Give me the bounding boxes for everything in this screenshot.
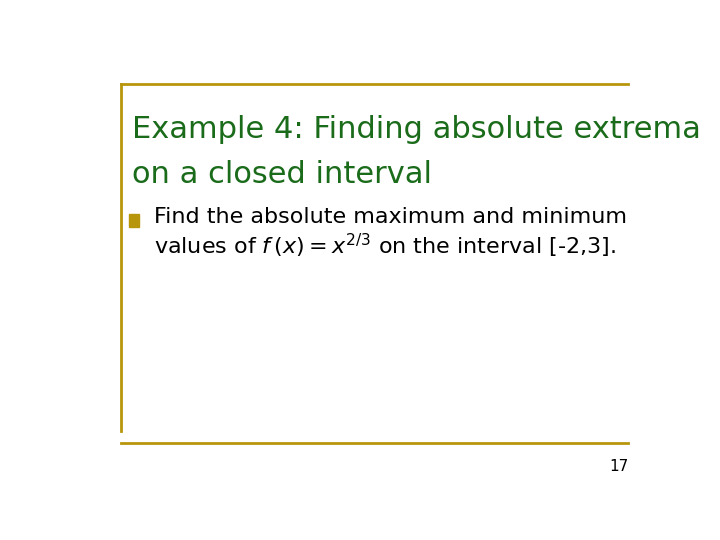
Text: Find the absolute maximum and minimum: Find the absolute maximum and minimum — [154, 207, 627, 227]
Text: Example 4: Finding absolute extrema: Example 4: Finding absolute extrema — [132, 114, 701, 144]
Text: on a closed interval: on a closed interval — [132, 160, 432, 190]
Text: 17: 17 — [609, 458, 629, 474]
Text: values of $f\,(x) = x^{2/3}$ on the interval [-2,3].: values of $f\,(x) = x^{2/3}$ on the inte… — [154, 232, 616, 260]
Bar — [129, 214, 139, 227]
